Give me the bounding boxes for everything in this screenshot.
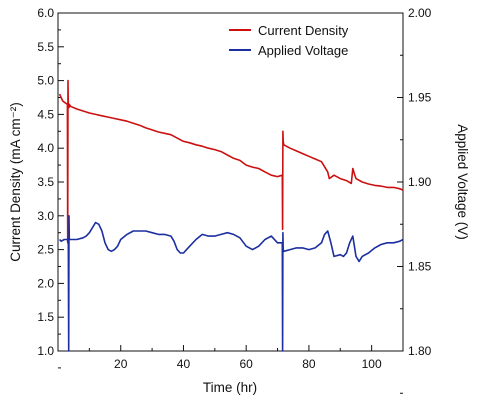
y-right-axis-ticks: 1.80 1.85 1.90 1.95 2.00 xyxy=(397,6,432,393)
y-left-tick-label: 1.0 xyxy=(37,344,54,358)
x-tick-label: 80 xyxy=(302,357,316,371)
y-left-tick-label: 2.0 xyxy=(37,276,54,290)
legend-label-current-density: Current Density xyxy=(258,23,349,38)
y-right-tick-label: 1.85 xyxy=(408,260,432,274)
y-left-tick-label: 6.0 xyxy=(37,6,54,20)
y-right-axis-title: Applied Voltage (V) xyxy=(455,124,470,240)
x-tick-label: 100 xyxy=(362,357,382,371)
y-left-tick-label: 4.0 xyxy=(37,141,54,155)
y-left-tick-label: 5.0 xyxy=(37,74,54,88)
y-right-tick-label: 1.80 xyxy=(408,344,432,358)
x-axis-title: Time (hr) xyxy=(203,380,257,395)
y-left-tick-label: 5.5 xyxy=(37,40,54,54)
series-layer xyxy=(60,81,403,351)
y-right-tick-label: 1.95 xyxy=(408,91,432,105)
x-tick-label: 40 xyxy=(177,357,191,371)
y-left-tick-label: 1.5 xyxy=(37,310,54,324)
y-left-tick-label: 2.5 xyxy=(37,243,54,257)
y-left-tick-label: 3.0 xyxy=(37,209,54,223)
y-left-tick-label: 3.5 xyxy=(37,175,54,189)
y-right-tick-label: 1.90 xyxy=(408,175,432,189)
legend-label-applied-voltage: Applied Voltage xyxy=(258,43,348,58)
x-axis-ticks: 20 40 60 80 100 xyxy=(89,345,403,371)
series-line-current-density xyxy=(60,81,403,243)
series-line-applied-voltage xyxy=(60,216,403,351)
y-right-tick-label: 2.00 xyxy=(408,6,432,20)
x-tick-label: 20 xyxy=(114,357,128,371)
legend: Current Density Applied Voltage xyxy=(229,23,349,58)
y-left-tick-label: 4.5 xyxy=(37,107,54,121)
x-tick-label: 60 xyxy=(240,357,254,371)
y-left-axis-title: Current Density (mA cm⁻²) xyxy=(8,102,23,261)
y-left-axis-ticks: 1.0 1.5 2.0 2.5 3.0 3.5 4.0 4.5 5.0 5.5 6.0 xyxy=(37,6,64,368)
